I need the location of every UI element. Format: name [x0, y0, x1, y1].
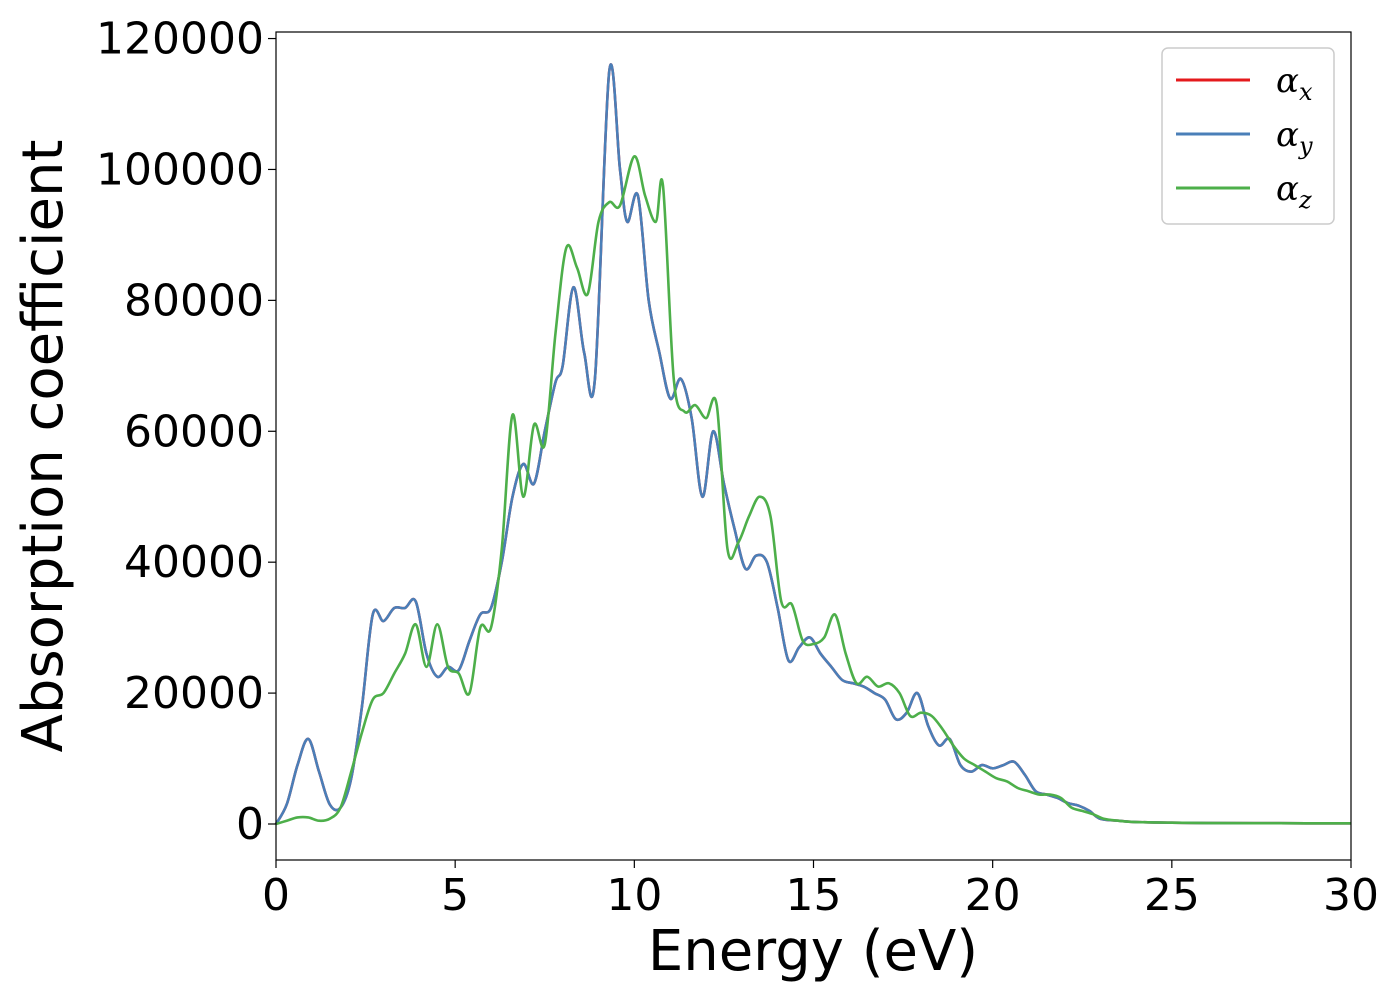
legend-label-alpha-x: αx: [1276, 61, 1313, 106]
series-line-alpha-z: [275, 155, 1352, 826]
x-tick-label: 5: [441, 870, 469, 921]
legend-box: [1161, 47, 1335, 225]
x-axis-label: Energy (eV): [648, 919, 978, 984]
x-tick-label: 15: [786, 870, 842, 921]
x-tick-label: 10: [606, 870, 662, 921]
legend: αx αy αz: [1161, 47, 1335, 225]
x-tick-label: 20: [965, 870, 1021, 921]
x-tick-label: 0: [262, 870, 290, 921]
x-tick-label: 30: [1323, 870, 1379, 921]
y-axis-label: Absorption coefficient: [11, 140, 76, 753]
y-tick-label: 120000: [96, 14, 264, 65]
y-axis: 0 20000 40000 60000 80000 100000 120000: [96, 14, 276, 850]
y-tick-label: 0: [236, 799, 264, 850]
legend-label-alpha-y: αy: [1276, 115, 1313, 160]
x-tick-label: 25: [1144, 870, 1200, 921]
series-line-alpha-y: [274, 63, 1352, 825]
y-tick-label: 40000: [124, 537, 264, 588]
y-tick-label: 60000: [124, 406, 264, 457]
y-tick-label: 100000: [96, 144, 264, 195]
y-tick-label: 80000: [124, 275, 264, 326]
series-layer: [274, 63, 1352, 826]
y-tick-label: 20000: [124, 668, 264, 719]
x-axis: 0 5 10 15 20 25 30: [262, 860, 1379, 921]
legend-label-alpha-z: αz: [1276, 169, 1312, 214]
